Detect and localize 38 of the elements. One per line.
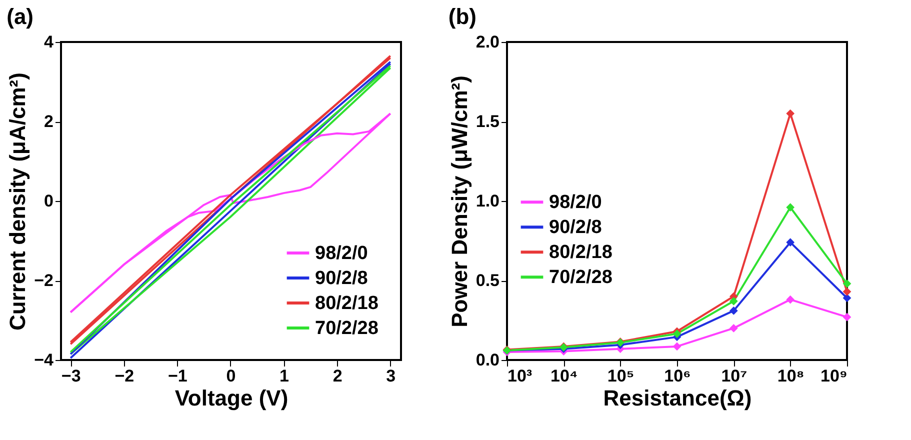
x-tick-label: 10³	[508, 366, 532, 386]
y-tick-label: 4	[44, 32, 54, 52]
chart-title: (a)	[6, 4, 34, 29]
y-tick-label: 0.0	[476, 350, 500, 370]
y-tick-label: −2	[34, 271, 54, 290]
x-tick-label: 10⁹	[820, 366, 848, 386]
y-tick-label: 2	[44, 112, 54, 131]
chart-title: (b)	[448, 4, 476, 29]
y-tick-label: 0.5	[476, 271, 500, 290]
y-axis-title: Power Density (μW/cm²)	[446, 76, 472, 328]
y-tick-label: 0	[44, 192, 54, 210]
legend-label: 70/2/28	[315, 318, 378, 339]
y-tick-label: −4	[34, 350, 54, 370]
legend-label: 80/2/18	[549, 242, 612, 264]
x-axis-title: Voltage (V)	[174, 386, 288, 410]
x-tick-label: 2	[332, 366, 342, 386]
x-tick-label: −2	[114, 366, 134, 386]
x-tick-label: 10⁸	[777, 366, 804, 386]
x-tick-label: 3	[386, 366, 396, 386]
x-tick-label: 10⁴	[550, 366, 578, 386]
y-tick-label: 1.0	[476, 192, 500, 210]
legend-label: 80/2/18	[315, 293, 378, 314]
legend-label: 90/2/8	[315, 268, 368, 289]
legend-label: 70/2/28	[549, 267, 612, 288]
legend-label: 98/2/0	[549, 192, 602, 214]
x-tick-label: 10⁶	[664, 366, 691, 386]
legend-label: 90/2/8	[549, 217, 602, 238]
x-tick-label: 10⁷	[721, 366, 748, 386]
legend-label: 98/2/0	[315, 243, 368, 264]
x-tick-label: 0	[226, 366, 236, 386]
x-axis-title: Resistance(Ω)	[603, 386, 752, 410]
y-tick-label: 1.5	[476, 112, 500, 131]
x-tick-label: 10⁵	[607, 366, 634, 386]
x-tick-label: −3	[61, 366, 81, 386]
y-tick-label: 2.0	[476, 32, 500, 52]
x-tick-label: −1	[168, 366, 188, 386]
x-tick-label: 1	[280, 366, 289, 386]
y-axis-title: Current density (μA/cm²)	[5, 72, 30, 330]
